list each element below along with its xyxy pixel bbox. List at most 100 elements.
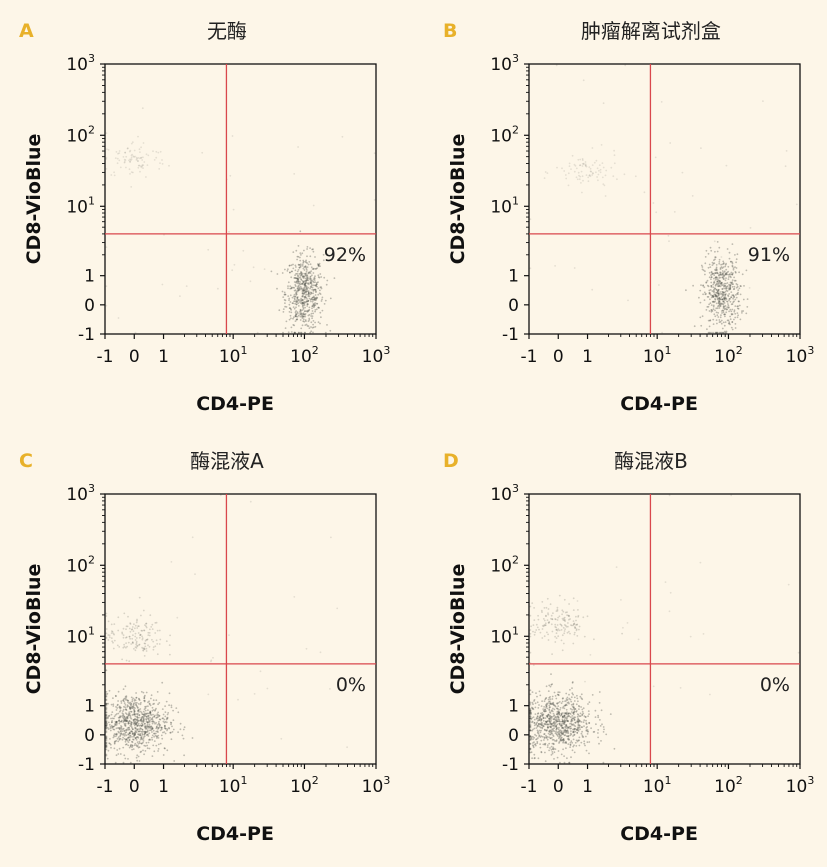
scatter-point (730, 282, 733, 284)
scatter-point (712, 294, 715, 297)
scatter-point (668, 240, 670, 243)
scatter-point (301, 263, 304, 266)
scatter-point (312, 303, 315, 305)
scatter-point (161, 708, 164, 710)
scatter-point (541, 700, 543, 703)
scatter-point (603, 184, 606, 187)
scatter-point (567, 625, 569, 628)
scatter-point (309, 293, 312, 296)
scatter-point (564, 730, 567, 733)
scatter-point (120, 720, 123, 723)
scatter-point (566, 715, 569, 718)
scatter-point (144, 722, 146, 725)
scatter-point (129, 159, 132, 162)
scatter-point (534, 702, 537, 705)
scatter-point (529, 709, 532, 711)
scatter-point (721, 276, 724, 279)
scatter-point (575, 615, 577, 618)
scatter-point (531, 757, 533, 760)
scatter-point (305, 267, 308, 270)
scatter-point (140, 718, 142, 721)
scatter-point (108, 723, 111, 726)
y-axis-label: CD8-VioBlue (447, 564, 469, 695)
scatter-point (134, 646, 137, 648)
scatter-point (736, 312, 739, 314)
scatter-point (310, 279, 313, 282)
scatter-point (302, 281, 305, 283)
scatter-point (562, 619, 565, 621)
scatter-point (548, 720, 551, 723)
scatter-point (712, 295, 715, 298)
scatter-point (207, 248, 210, 251)
scatter-point (591, 288, 594, 291)
scatter-point (313, 277, 316, 280)
scatter-point (717, 290, 719, 292)
scatter-point (597, 714, 599, 717)
scatter-point (129, 706, 132, 709)
scatter-point (144, 640, 147, 642)
scatter-point (724, 313, 727, 316)
scatter-point (140, 735, 143, 738)
scatter-point (655, 211, 658, 214)
scatter-point (312, 304, 315, 307)
scatter-point (549, 714, 551, 717)
scatter-point (712, 305, 715, 308)
scatter-point (309, 276, 312, 278)
scatter-point (547, 698, 550, 701)
scatter-point (118, 722, 121, 725)
scatter-point (166, 729, 168, 732)
scatter-point (542, 717, 545, 719)
scatter-point (191, 737, 194, 739)
scatter-point (558, 713, 561, 716)
scatter-point (299, 302, 302, 304)
scatter-point (147, 154, 150, 157)
scatter-point (135, 713, 138, 715)
scatter-point (292, 295, 295, 298)
scatter-point (110, 703, 113, 706)
scatter-point (152, 720, 155, 723)
scatter-point (129, 715, 132, 717)
scatter-point (549, 603, 552, 606)
scatter-point (536, 738, 538, 740)
scatter-point (311, 307, 313, 310)
scatter-point (151, 623, 154, 626)
scatter-point (717, 289, 720, 291)
scatter-point (306, 279, 309, 281)
scatter-point (715, 307, 718, 310)
scatter-point (165, 721, 168, 724)
scatter-point (547, 723, 549, 726)
scatter-point (132, 748, 135, 750)
scatter-point (105, 636, 108, 639)
scatter-point (135, 731, 138, 734)
scatter-point (162, 754, 165, 756)
scatter-point (126, 625, 129, 628)
scatter-point (559, 714, 562, 717)
scatter-point (156, 653, 159, 656)
scatter-point (295, 306, 297, 309)
scatter-point (164, 725, 166, 728)
scatter-point (125, 713, 128, 716)
plot-frame (104, 63, 377, 335)
scatter-point (287, 295, 290, 297)
scatter-point (290, 311, 293, 314)
scatter-point (138, 148, 141, 151)
scatter-point (721, 295, 724, 297)
y-tick-label: -1 (78, 325, 95, 345)
scatter-point (572, 730, 575, 733)
scatter-point (313, 303, 316, 305)
scatter-point (699, 561, 702, 564)
scatter-point (145, 718, 148, 720)
scatter-point (710, 331, 712, 334)
scatter-point (280, 737, 283, 740)
scatter-point (715, 288, 718, 291)
quadrant-percentage: 0% (336, 674, 366, 696)
scatter-point (698, 296, 700, 299)
scatter-point (593, 638, 595, 641)
scatter-point (539, 731, 542, 734)
scatter-point (561, 649, 564, 652)
scatter-point (304, 284, 306, 287)
scatter-point (728, 321, 731, 323)
scatter-point (727, 307, 730, 309)
scatter-point (548, 706, 551, 709)
scatter-point (305, 259, 307, 262)
